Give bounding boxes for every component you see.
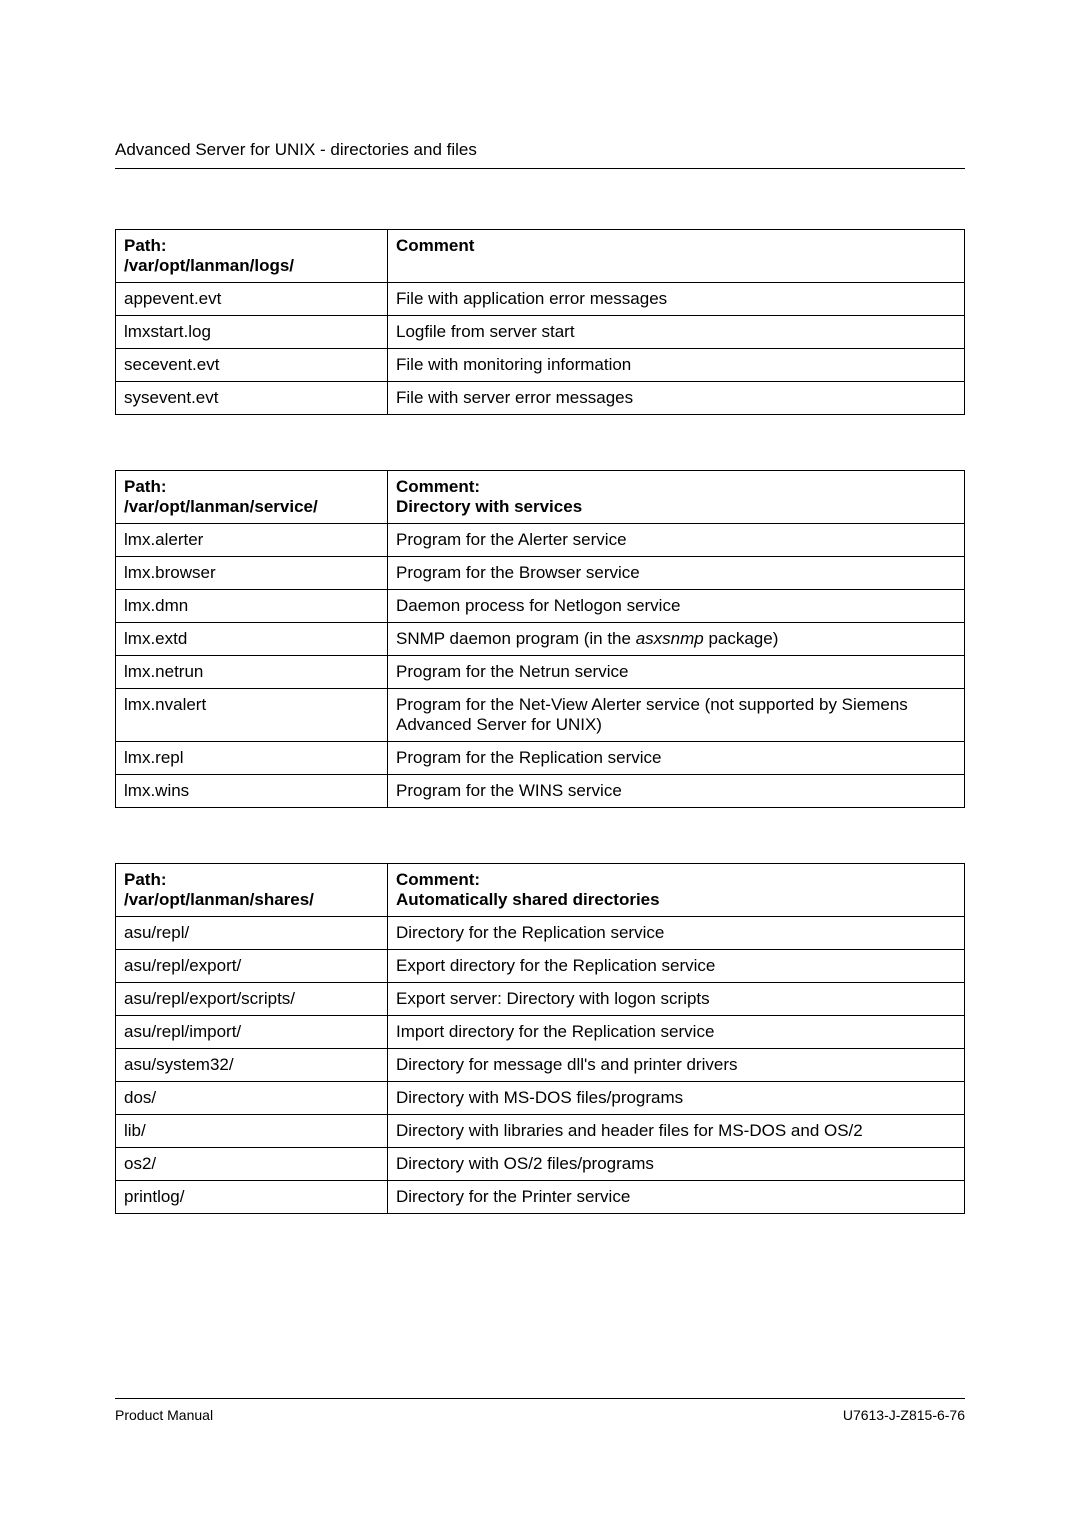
file-cell: lmx.dmn	[116, 590, 388, 623]
file-cell: lmxstart.log	[116, 316, 388, 349]
comment-cell: Program for the Alerter service	[388, 524, 965, 557]
file-cell: lmx.nvalert	[116, 689, 388, 742]
table-row: dos/Directory with MS-DOS files/programs	[116, 1082, 965, 1115]
table-header-row: Path: /var/opt/lanman/logs/ Comment	[116, 230, 965, 283]
table-row: lmx.extdSNMP daemon program (in the asxs…	[116, 623, 965, 656]
comment-sub: Automatically shared directories	[396, 890, 660, 909]
table-row: asu/repl/export/scripts/Export server: D…	[116, 983, 965, 1016]
comment-sub: Directory with services	[396, 497, 582, 516]
file-cell: lmx.repl	[116, 742, 388, 775]
comment-cell: File with server error messages	[388, 382, 965, 415]
table-row: lmx.browserProgram for the Browser servi…	[116, 557, 965, 590]
table-row: secevent.evtFile with monitoring informa…	[116, 349, 965, 382]
comment-cell: Directory with OS/2 files/programs	[388, 1148, 965, 1181]
table-row: lmx.netrunProgram for the Netrun service	[116, 656, 965, 689]
logs-table: Path: /var/opt/lanman/logs/ Comment appe…	[115, 229, 965, 415]
comment-cell: Export server: Directory with logon scri…	[388, 983, 965, 1016]
path-label: Path:	[124, 870, 167, 889]
table-row: asu/repl/export/Export directory for the…	[116, 950, 965, 983]
comment-label: Comment:	[396, 870, 480, 889]
comment-cell: File with application error messages	[388, 283, 965, 316]
table-row: printlog/Directory for the Printer servi…	[116, 1181, 965, 1214]
file-cell: asu/repl/export/	[116, 950, 388, 983]
comment-cell: Directory with MS-DOS files/programs	[388, 1082, 965, 1115]
path-value: /var/opt/lanman/logs/	[124, 256, 294, 275]
comment-cell: Program for the Replication service	[388, 742, 965, 775]
table-row: lmx.nvalertProgram for the Net-View Aler…	[116, 689, 965, 742]
table-header-row: Path: /var/opt/lanman/shares/ Comment: A…	[116, 864, 965, 917]
file-cell: asu/repl/export/scripts/	[116, 983, 388, 1016]
table-row: sysevent.evtFile with server error messa…	[116, 382, 965, 415]
comment-cell: Directory for the Replication service	[388, 917, 965, 950]
file-cell: printlog/	[116, 1181, 388, 1214]
table-row: lmx.replProgram for the Replication serv…	[116, 742, 965, 775]
comment-cell: Program for the Net-View Alerter service…	[388, 689, 965, 742]
comment-cell: Import directory for the Replication ser…	[388, 1016, 965, 1049]
footer-right: U7613-J-Z815-6-76	[843, 1407, 965, 1423]
file-cell: lmx.alerter	[116, 524, 388, 557]
file-cell: sysevent.evt	[116, 382, 388, 415]
service-table: Path: /var/opt/lanman/service/ Comment: …	[115, 470, 965, 808]
table-row: asu/system32/Directory for message dll's…	[116, 1049, 965, 1082]
table-row: lmxstart.logLogfile from server start	[116, 316, 965, 349]
table-row: lmx.dmnDaemon process for Netlogon servi…	[116, 590, 965, 623]
table-row: appevent.evtFile with application error …	[116, 283, 965, 316]
comment-cell: File with monitoring information	[388, 349, 965, 382]
path-value: /var/opt/lanman/service/	[124, 497, 318, 516]
page-footer: Product Manual U7613-J-Z815-6-76	[115, 1398, 965, 1423]
comment-cell: Directory for message dll's and printer …	[388, 1049, 965, 1082]
file-cell: lmx.browser	[116, 557, 388, 590]
comment-cell: Export directory for the Replication ser…	[388, 950, 965, 983]
table-row: lmx.alerterProgram for the Alerter servi…	[116, 524, 965, 557]
file-cell: dos/	[116, 1082, 388, 1115]
file-cell: lmx.netrun	[116, 656, 388, 689]
page-header: Advanced Server for UNIX - directories a…	[115, 140, 965, 169]
table-row: asu/repl/Directory for the Replication s…	[116, 917, 965, 950]
footer-left: Product Manual	[115, 1407, 213, 1423]
comment-cell: Directory for the Printer service	[388, 1181, 965, 1214]
file-cell: os2/	[116, 1148, 388, 1181]
comment-cell: Directory with libraries and header file…	[388, 1115, 965, 1148]
table-row: lib/Directory with libraries and header …	[116, 1115, 965, 1148]
comment-cell: Daemon process for Netlogon service	[388, 590, 965, 623]
table-header-row: Path: /var/opt/lanman/service/ Comment: …	[116, 471, 965, 524]
file-cell: asu/repl/	[116, 917, 388, 950]
comment-cell: Program for the WINS service	[388, 775, 965, 808]
path-value: /var/opt/lanman/shares/	[124, 890, 314, 909]
file-cell: lmx.wins	[116, 775, 388, 808]
comment-cell: Program for the Netrun service	[388, 656, 965, 689]
file-cell: lmx.extd	[116, 623, 388, 656]
shares-table: Path: /var/opt/lanman/shares/ Comment: A…	[115, 863, 965, 1214]
file-cell: asu/repl/import/	[116, 1016, 388, 1049]
comment-cell: Program for the Browser service	[388, 557, 965, 590]
table-row: asu/repl/import/Import directory for the…	[116, 1016, 965, 1049]
path-label: Path:	[124, 236, 167, 255]
comment-label: Comment	[396, 236, 474, 255]
comment-cell: SNMP daemon program (in the asxsnmp pack…	[388, 623, 965, 656]
file-cell: appevent.evt	[116, 283, 388, 316]
table-row: os2/Directory with OS/2 files/programs	[116, 1148, 965, 1181]
file-cell: secevent.evt	[116, 349, 388, 382]
table-row: lmx.winsProgram for the WINS service	[116, 775, 965, 808]
path-label: Path:	[124, 477, 167, 496]
comment-label: Comment:	[396, 477, 480, 496]
file-cell: lib/	[116, 1115, 388, 1148]
comment-cell: Logfile from server start	[388, 316, 965, 349]
file-cell: asu/system32/	[116, 1049, 388, 1082]
